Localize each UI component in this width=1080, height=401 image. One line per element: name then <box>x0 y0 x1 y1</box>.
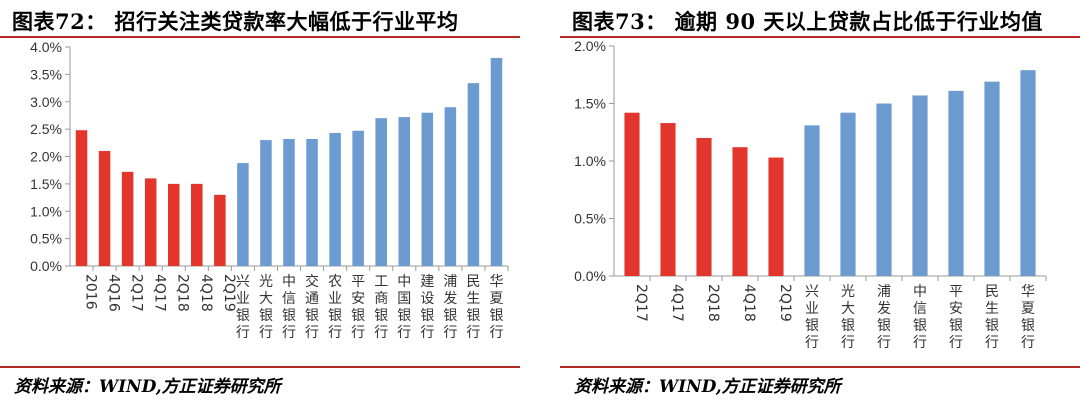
x-tick-label: 中国银行 <box>397 274 411 341</box>
source-note-right: 资料来源：WIND,方正证券研究所 <box>574 377 841 397</box>
x-tick-label: 浦发银行 <box>443 274 457 341</box>
x-tick-label: 2016 <box>83 274 99 310</box>
bar-中信银行 <box>912 95 928 276</box>
y-tick-label: 0.0% <box>30 258 62 274</box>
x-tick-label: 2Q17 <box>633 284 649 322</box>
x-tick-label: 4Q17 <box>152 274 168 312</box>
x-tick-label: 4Q16 <box>106 274 122 312</box>
source-note-left: 资料来源：WIND,方正证券研究所 <box>14 377 281 397</box>
x-tick-label: 工商银行 <box>374 274 388 341</box>
bar-平安银行 <box>352 130 364 266</box>
x-tick-label: 2Q18 <box>175 274 191 312</box>
bar-兴业银行 <box>237 163 249 266</box>
x-tick-label: 中信银行 <box>913 284 927 351</box>
bar-chart-right: 0.0% 0.5% 1.0% 1.5% 2.0% 2Q17 4Q17 2Q18 4Q18 2Q19… <box>574 38 1047 351</box>
bar-建设银行 <box>421 112 434 266</box>
x-tick-label: 2Q19 <box>221 274 237 312</box>
bar-平安银行 <box>948 90 964 276</box>
y-tick-label: 2.0% <box>30 149 62 165</box>
y-tick-label: 0.5% <box>574 211 606 227</box>
y-tick-label: 3.0% <box>30 94 62 110</box>
x-tick-label: 兴业银行 <box>805 284 819 351</box>
y-tick-label: 3.5% <box>30 66 62 82</box>
bar-4Q18 <box>191 183 203 266</box>
x-tick-label: 平安银行 <box>949 284 963 351</box>
bar-4Q18 <box>732 147 748 276</box>
bar-中国银行 <box>398 117 411 266</box>
bar-2Q17 <box>121 171 134 266</box>
x-tick-label: 农业银行 <box>328 274 342 341</box>
bar-chart-left: 0.0% 0.5% 1.0% 1.5% 2.0% 2.5% 3.0% 3.5% 4.0% 2016… <box>30 39 509 341</box>
bar-工商银行 <box>375 118 387 266</box>
title-rule-left <box>0 36 520 38</box>
bar-中信银行 <box>283 138 295 266</box>
x-tick-label: 2Q19 <box>777 284 793 322</box>
x-tick-label: 民生银行 <box>466 274 480 341</box>
title-rule-right <box>560 36 1080 38</box>
y-tick-label: 1.0% <box>30 203 62 219</box>
bar-2016 <box>75 130 88 266</box>
x-tick-label: 光大银行 <box>259 274 273 341</box>
bar-兴业银行 <box>804 125 820 276</box>
x-tick-label: 建设银行 <box>420 274 434 341</box>
x-tick-label: 民生银行 <box>985 284 999 351</box>
x-tick-label: 华夏银行 <box>1021 284 1035 351</box>
bar-华夏银行 <box>1020 70 1036 277</box>
bar-浦发银行 <box>876 103 892 276</box>
bar-2Q19 <box>768 157 784 276</box>
y-tick-label: 1.5% <box>30 176 62 192</box>
x-tick-label: 中信银行 <box>282 274 296 341</box>
chart-title-right: 图表73： 逾期 90 天以上贷款占比低于行业均值 <box>572 9 1043 34</box>
bar-农业银行 <box>329 132 341 266</box>
chart-panel-right: 图表73： 逾期 90 天以上贷款占比低于行业均值 0.0% 0.5% 1.0% 1.… <box>560 0 1080 401</box>
bar-民生银行 <box>467 83 480 266</box>
bar-华夏银行 <box>490 57 503 267</box>
x-tick-label: 4Q18 <box>741 284 757 322</box>
bar-4Q16 <box>98 151 111 266</box>
source-rule-left <box>0 366 520 368</box>
bar-光大银行 <box>260 140 272 266</box>
bar-交通银行 <box>306 138 318 266</box>
bar-2Q19 <box>214 194 226 266</box>
chart-panel-left: 图表72： 招行关注类贷款率大幅低于行业平均 0.0% 0.5% 1.0% 1.5% 2… <box>0 0 520 401</box>
y-tick-label: 1.5% <box>574 96 606 112</box>
x-tick-label: 光大银行 <box>841 284 855 351</box>
chart-title-left: 图表72： 招行关注类贷款率大幅低于行业平均 <box>12 9 459 34</box>
bar-2Q18 <box>696 138 712 276</box>
bar-2Q17 <box>624 112 640 276</box>
y-tick-label: 1.0% <box>574 153 606 169</box>
y-tick-label: 0.5% <box>30 231 62 247</box>
bar-民生银行 <box>984 81 1000 277</box>
x-tick-label: 浦发银行 <box>877 284 891 351</box>
x-tick-label: 兴业银行 <box>236 274 250 341</box>
y-tick-label: 0.0% <box>574 268 606 284</box>
x-tick-label: 2Q18 <box>705 284 721 322</box>
y-tick-label: 4.0% <box>30 39 62 55</box>
y-tick-label: 2.0% <box>574 38 606 54</box>
bar-光大银行 <box>840 112 856 276</box>
x-tick-label: 平安银行 <box>351 274 365 341</box>
bar-4Q17 <box>660 123 676 276</box>
x-tick-label: 2Q17 <box>129 274 145 312</box>
source-rule-right <box>560 366 1080 368</box>
x-tick-label: 交通银行 <box>305 273 319 341</box>
bar-2Q18 <box>167 183 180 266</box>
y-tick-label: 2.5% <box>30 121 62 137</box>
bar-4Q17 <box>144 178 157 266</box>
bar-浦发银行 <box>444 107 457 266</box>
x-tick-label: 4Q18 <box>198 274 214 312</box>
x-tick-label: 华夏银行 <box>489 274 503 341</box>
x-tick-label: 4Q17 <box>669 284 685 322</box>
